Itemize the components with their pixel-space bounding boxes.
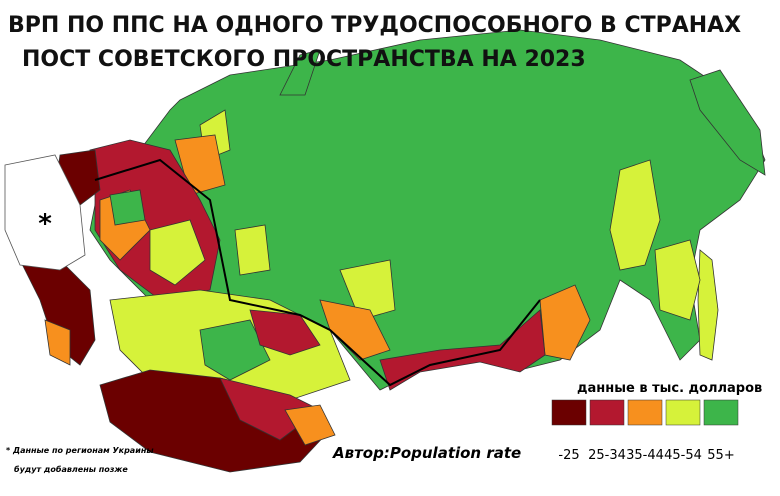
region [339,259,396,321]
legend-label: 35-44 [626,448,664,463]
legend-swatch [665,399,701,426]
region [689,69,766,176]
region [89,29,766,391]
region [697,249,719,361]
region [149,219,206,286]
ukraine [4,154,86,271]
legend-swatch [703,399,739,426]
region [284,404,336,446]
region [279,49,321,96]
legend: -25 25-34 35-44 45-54 55+ [551,399,739,463]
legend-swatch [589,399,625,426]
legend-label: -25 [558,448,579,463]
legend-label: 25-34 [588,448,626,463]
region [234,224,271,276]
ukraine-marker: * [38,209,52,239]
border [94,158,541,387]
note: * Данные по регионам Украины [6,446,154,455]
title-line: ПОСТ СОВЕТСКОГО ПРОСТРАНСТВА НА 2023 [22,47,586,72]
region [44,319,71,366]
region [319,299,391,361]
region [654,239,701,321]
region [109,189,146,226]
region [609,159,661,271]
legend-swatch [627,399,663,426]
legend-label: 55+ [707,448,734,463]
legend-title: данные в тыс. долларов [577,381,762,396]
region [199,319,271,381]
legend-swatch [551,399,587,426]
author: Автор:Population rate [332,444,521,462]
map: * [4,29,766,473]
legend-label: 45-54 [664,448,702,463]
note: будут добавлены позже [14,464,128,474]
title-line: ВРП ПО ППС НА ОДНОГО ТРУДОСПОСОБНОГО В С… [8,13,741,38]
